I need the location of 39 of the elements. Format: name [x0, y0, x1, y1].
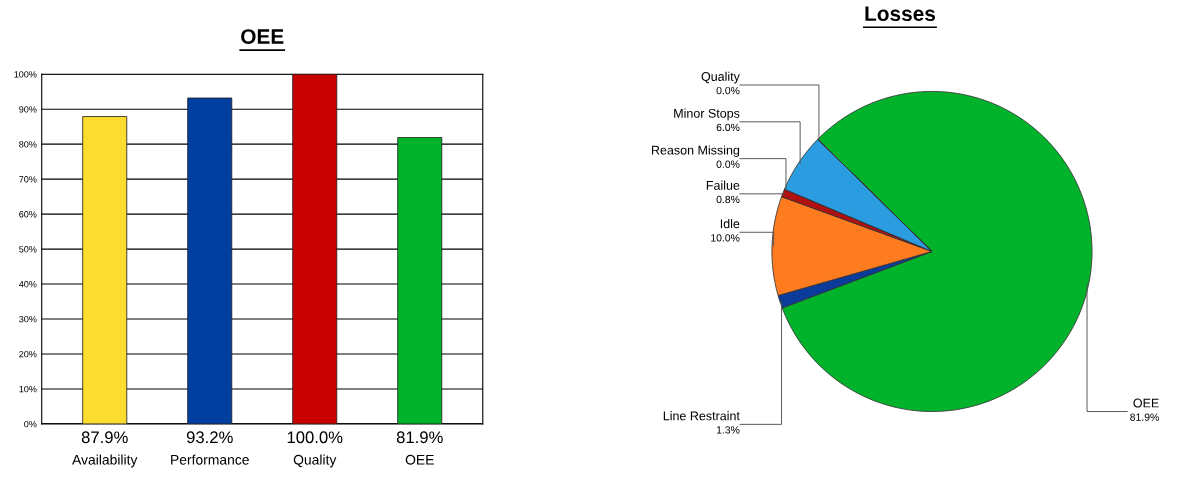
y-tick-label: 70%: [19, 176, 37, 183]
y-tick-label: 60%: [19, 211, 37, 218]
data-label: 10.0%: [711, 234, 740, 242]
y-tick-label: 30%: [19, 315, 37, 323]
bar: [187, 97, 233, 424]
bar: [82, 116, 128, 424]
y-tick-label: 0%: [24, 420, 37, 428]
y-tick-label: 10%: [19, 385, 37, 393]
text: 0.0%: [716, 86, 740, 95]
bar: [292, 74, 338, 424]
data-label: 1.3%: [716, 426, 740, 434]
data-label: 87.9%: [81, 431, 128, 444]
slice-label: Line Restraint: [663, 411, 740, 421]
x-tick-label: OEE: [405, 454, 434, 465]
y-tick-label: 40%: [19, 281, 37, 288]
data-label: 100.0%: [287, 431, 343, 444]
y-tick-label: 100%: [14, 71, 37, 78]
chart-title: OEE: [241, 29, 284, 44]
x-tick-label: Availability: [72, 454, 138, 468]
bar: [397, 137, 443, 424]
chart-title: Losses: [865, 6, 936, 22]
y-tick-label: 20%: [19, 350, 37, 358]
data-label: 81.9%: [1130, 413, 1159, 421]
y-tick-label: 50%: [19, 246, 37, 253]
y-tick-label: 90%: [19, 106, 37, 113]
data-label: 93.2%: [186, 431, 233, 444]
slice-label: OEE: [1133, 398, 1159, 408]
data-label: 6.0%: [716, 123, 740, 132]
slice-label: Idle: [720, 219, 740, 229]
x-tick-label: Performance: [171, 454, 249, 465]
category-label: Reason Missing: [651, 145, 740, 158]
y-tick-label: 80%: [19, 141, 37, 148]
x-tick-label: Quality: [293, 454, 337, 468]
slice-label: Failue: [706, 180, 740, 190]
category-label: Quality: [701, 71, 740, 84]
data-label: 81.9%: [396, 431, 443, 444]
data-label: 0.8%: [716, 195, 740, 204]
text: 0.0%: [716, 160, 740, 168]
slice-label: Minor Stops: [674, 108, 740, 121]
